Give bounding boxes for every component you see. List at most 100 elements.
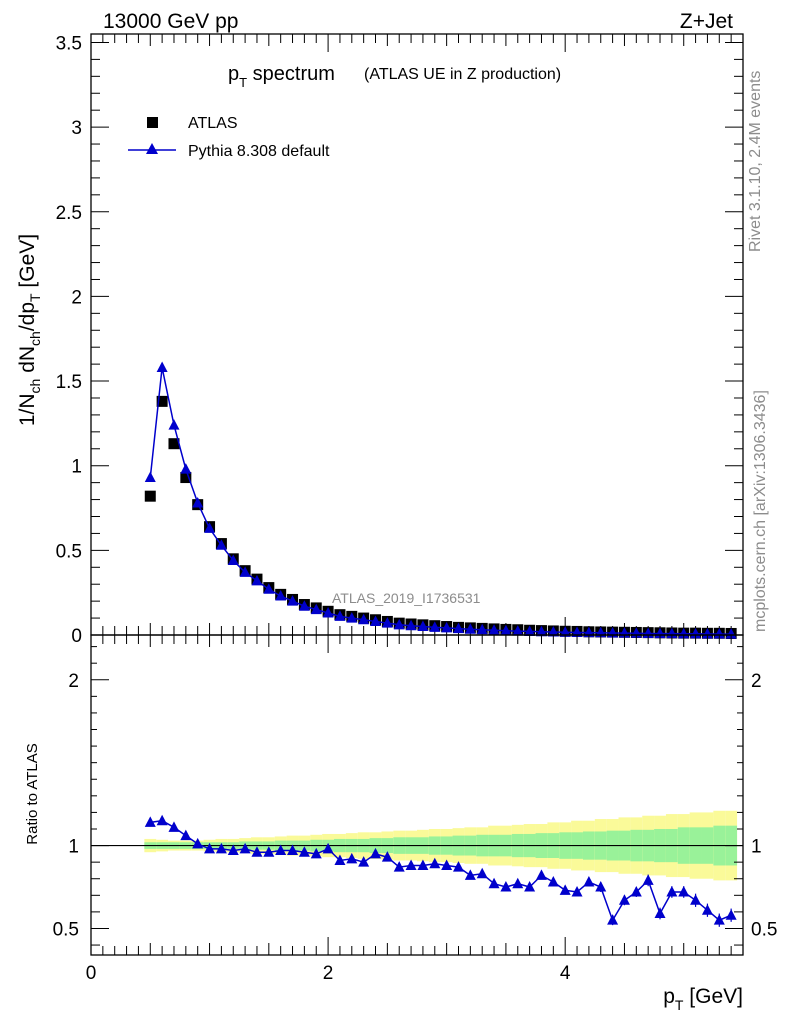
pythia-ratio-point <box>725 909 737 920</box>
pythia-spectrum-point <box>215 539 227 550</box>
pythia-spectrum-point <box>334 610 346 621</box>
pythia-ratio-point <box>192 837 204 849</box>
pythia-ratio-point <box>547 876 559 887</box>
pythia-spectrum-point <box>452 622 464 634</box>
atlas-data-point <box>156 395 168 407</box>
pythia-spectrum-point <box>168 419 180 430</box>
pythia-spectrum-point <box>180 463 192 474</box>
pythia-spectrum-point <box>227 554 239 566</box>
atlas-data-point <box>144 490 156 502</box>
legend-pythia-label: Pythia 8.308 default <box>188 143 330 160</box>
spectrum-ytick-label: 3.5 <box>56 33 82 54</box>
pythia-spectrum-point <box>476 623 488 635</box>
legend-atlas-label: ATLAS <box>188 115 238 132</box>
legend-atlas-marker <box>147 117 158 128</box>
pythia-spectrum-point <box>559 626 571 637</box>
pythia-ratio-point <box>168 821 180 832</box>
pythia-ratio-point <box>429 857 441 869</box>
pythia-spectrum-point <box>701 627 713 639</box>
svg-text:pT spectrum: pT spectrum <box>228 63 335 90</box>
pythia-spectrum-point <box>381 617 393 628</box>
ratio-ytick-label: 0.5 <box>53 919 79 940</box>
pythia-spectrum-point <box>441 621 453 633</box>
pythia-spectrum-point <box>204 522 216 533</box>
spectrum-ytick-label: 2 <box>71 287 82 308</box>
pythia-spectrum-point <box>429 621 441 632</box>
ratio-ylabel: Ratio to ATLAS <box>24 743 41 844</box>
ratio-ticks: 0.5 0.5 1 1 2 2 0 2 4 <box>53 635 777 984</box>
atlas-data-point <box>168 438 180 450</box>
ratio-ytick-label-right: 2 <box>751 671 762 692</box>
title-parenthetical: (ATLAS UE in Z production) <box>364 66 561 83</box>
pythia-spectrum-point <box>500 624 512 636</box>
pythia-ratio-point <box>227 844 239 856</box>
pythia-spectrum-point <box>464 623 476 634</box>
ratio-xtick-label: 4 <box>560 963 571 984</box>
pythia-ratio-point <box>512 877 524 889</box>
pythia-ratio-point <box>595 881 607 892</box>
rivet-version-text: Rivet 3.1.10, 2.4M events <box>747 71 764 252</box>
legend-pythia-marker <box>146 143 158 154</box>
spectrum-ytick-label: 0.5 <box>56 541 82 562</box>
pythia-ratio-point <box>180 829 192 841</box>
pythia-ratio-point <box>215 842 227 854</box>
pythia-spectrum-point <box>405 619 417 631</box>
spectrum-ticks: 0 0.5 1 1.5 2 2.5 3 3.5 <box>56 33 744 647</box>
pythia-ratio-point <box>239 842 251 854</box>
pythia-spectrum-point <box>690 627 702 639</box>
pythia-ratio-point <box>251 846 263 857</box>
pythia-spectrum-point <box>287 595 299 606</box>
pythia-spectrum-point <box>678 627 690 639</box>
pythia-spectrum-point <box>417 620 429 632</box>
pythia-spectrum-point <box>512 625 524 636</box>
pythia-ratio-point <box>441 859 453 870</box>
spectrum-ylabel: 1/Nch dNch/dpT [GeV] <box>16 234 43 426</box>
pythia-ratio-point <box>488 877 500 889</box>
pythia-ratio-point <box>678 885 690 897</box>
pythia-spectrum-point <box>322 606 334 618</box>
spectrum-ytick-label: 1.5 <box>56 372 82 393</box>
pythia-ratio-point <box>701 904 713 915</box>
pythia-ratio-point <box>358 856 370 867</box>
spectrum-ytick-label: 2.5 <box>56 203 82 224</box>
spectrum-marks <box>144 361 737 639</box>
ratio-ytick-label: 1 <box>68 837 79 858</box>
ratio-ytick-label-right: 0.5 <box>751 919 777 940</box>
title-rest: spectrum <box>247 63 335 85</box>
pythia-ratio-point <box>370 847 382 859</box>
pythia-spectrum-point <box>263 583 275 594</box>
pythia-ratio-point <box>583 876 595 887</box>
header-energy-label: 13000 GeV pp <box>103 10 238 33</box>
pythia-ratio-point <box>630 885 642 897</box>
pythia-ratio-point <box>524 881 536 892</box>
pythia-ratio-point <box>713 914 725 925</box>
mcplots-reference-text: mcplots.cern.ch [arXiv:1306.3436] <box>752 390 769 632</box>
pythia-ratio-point <box>322 842 334 854</box>
ratio-xlabel: pT [GeV] <box>663 985 743 1013</box>
pythia-spectrum-point <box>571 626 583 637</box>
pythia-ratio-point <box>666 885 678 897</box>
ratio-ytick-label-right: 1 <box>751 837 762 858</box>
pythia-ratio-point <box>275 844 287 856</box>
pythia-ratio-point <box>535 869 547 880</box>
pythia-ratio-point <box>571 885 583 897</box>
pythia-spectrum-point <box>346 612 358 623</box>
pythia-ratio-point <box>654 907 666 919</box>
pythia-ratio-point <box>393 861 405 872</box>
ratio-xtick-label: 2 <box>323 963 334 984</box>
pythia-ratio-point <box>287 844 299 856</box>
spectrum-ytick-label: 0 <box>71 626 82 647</box>
pythia-ratio-point <box>559 884 571 895</box>
atlas-data-point <box>180 472 192 484</box>
title-p: p <box>228 63 239 85</box>
spectrum-title: pT spectrum (ATLAS UE in Z production) <box>228 63 561 90</box>
pythia-spectrum-point <box>535 625 547 637</box>
pythia-spectrum-point <box>298 600 310 611</box>
spectrum-ytick-label: 3 <box>71 118 82 139</box>
pythia-ratio-point <box>607 914 619 925</box>
pythia-spectrum-point <box>358 613 370 625</box>
pythia-spectrum-point <box>144 471 156 483</box>
ratio-marks <box>144 814 737 927</box>
pythia-ratio-point <box>452 861 464 872</box>
pythia-spectrum-point <box>713 627 725 639</box>
